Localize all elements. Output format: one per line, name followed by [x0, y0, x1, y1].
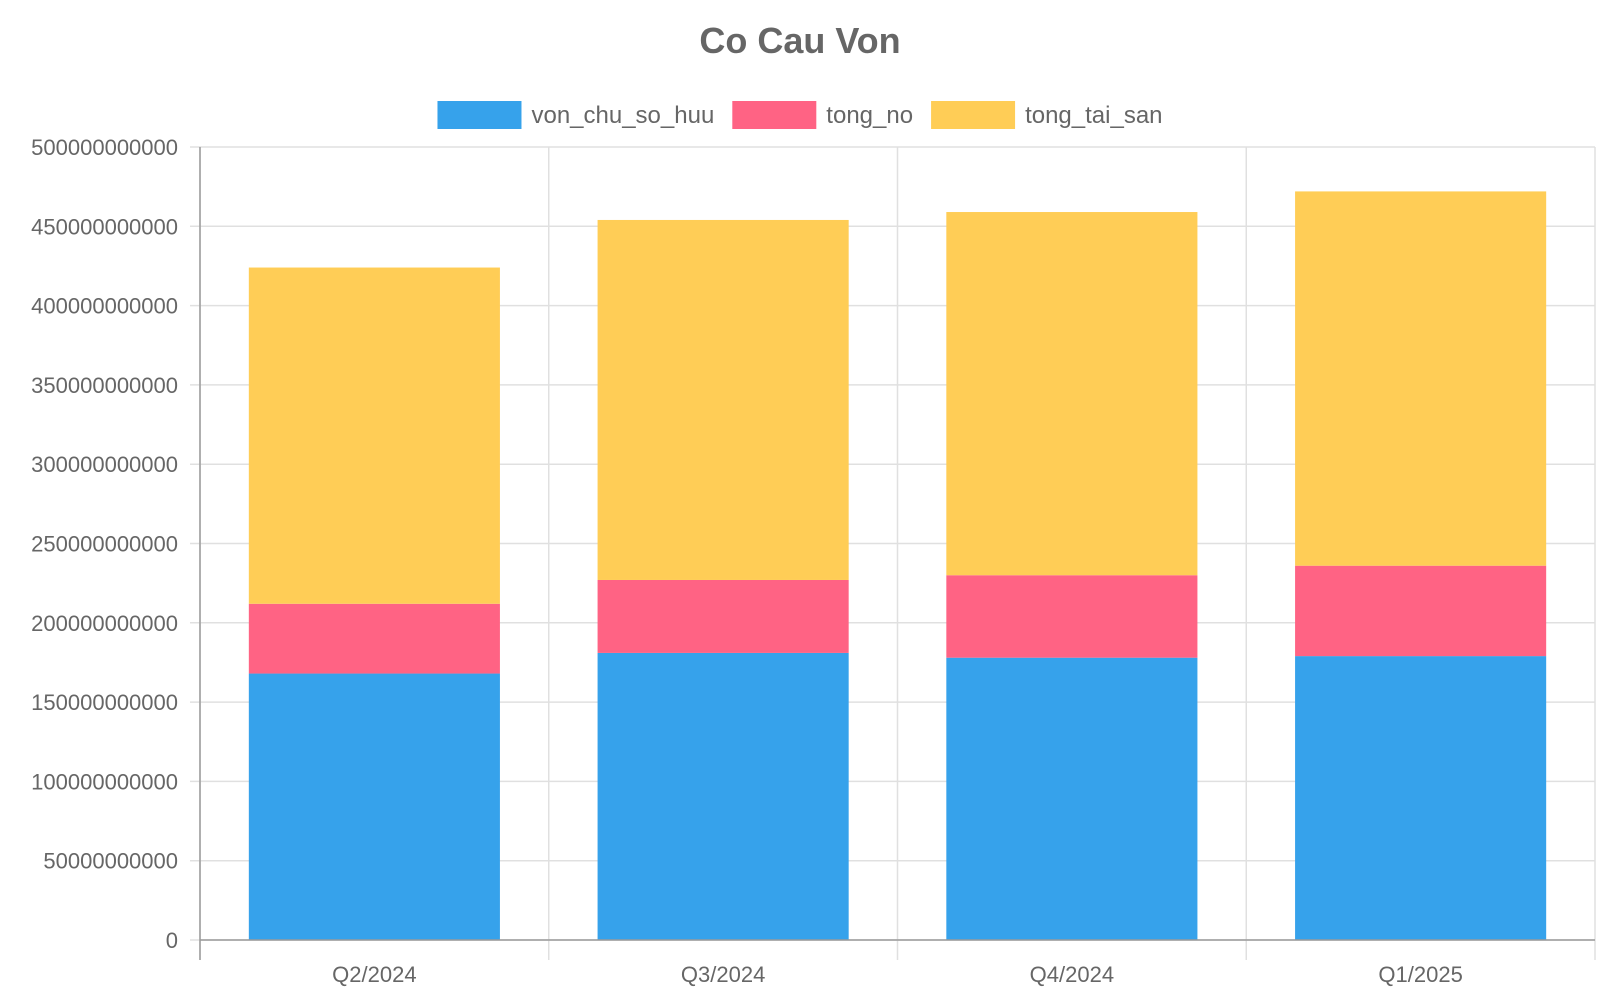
bar-tong_no-Q1-2025[interactable]: [1295, 565, 1547, 657]
bar-tong_tai_san-Q2-2024[interactable]: [248, 267, 500, 604]
x-tick-label: Q1/2025: [1378, 962, 1462, 987]
y-tick-label: 350000000000: [31, 373, 178, 398]
bar-von_chu_so_huu-Q1-2025[interactable]: [1295, 656, 1547, 940]
bar-tong_no-Q3-2024[interactable]: [597, 579, 849, 653]
bar-tong_no-Q2-2024[interactable]: [248, 603, 500, 674]
legend-swatch: [437, 101, 522, 129]
chart-title: Co Cau Von: [699, 20, 900, 61]
y-tick-label: 0: [166, 928, 178, 953]
bar-tong_tai_san-Q4-2024[interactable]: [946, 212, 1198, 576]
bar-von_chu_so_huu-Q4-2024[interactable]: [946, 657, 1198, 940]
x-tick-label: Q3/2024: [681, 962, 765, 987]
y-tick-label: 450000000000: [31, 214, 178, 239]
bar-tong_no-Q4-2024[interactable]: [946, 575, 1198, 658]
bar-tong_tai_san-Q1-2025[interactable]: [1295, 191, 1547, 566]
y-tick-label: 100000000000: [31, 769, 178, 794]
x-tick-label: Q2/2024: [332, 962, 416, 987]
y-tick-label: 500000000000: [31, 135, 178, 160]
y-tick-label: 400000000000: [31, 294, 178, 319]
bar-von_chu_so_huu-Q3-2024[interactable]: [597, 652, 849, 940]
legend-item-tong_tai_san[interactable]: tong_tai_san: [931, 101, 1163, 129]
bar-tong_tai_san-Q3-2024[interactable]: [597, 219, 849, 580]
legend-swatch: [931, 101, 1016, 129]
legend: von_chu_so_huu tong_no tong_tai_san: [437, 101, 1163, 129]
bar-von_chu_so_huu-Q2-2024[interactable]: [248, 673, 500, 940]
y-tick-label: 50000000000: [43, 849, 178, 874]
x-tick-label: Q4/2024: [1030, 962, 1114, 987]
axis-layer: 0 50000000000 100000000000 150000000000 2000…: [31, 135, 1595, 987]
bars-layer: [248, 191, 1547, 940]
legend-item-tong_no[interactable]: tong_no: [732, 101, 913, 129]
y-tick-label: 200000000000: [31, 611, 178, 636]
legend-label: tong_no: [826, 102, 913, 129]
legend-swatch: [732, 101, 817, 129]
y-tick-label: 300000000000: [31, 452, 178, 477]
legend-item-von_chu_so_huu[interactable]: von_chu_so_huu: [437, 101, 714, 129]
legend-label: tong_tai_san: [1025, 102, 1162, 129]
y-tick-label: 150000000000: [31, 690, 178, 715]
y-tick-label: 250000000000: [31, 532, 178, 557]
legend-label: von_chu_so_huu: [531, 102, 714, 129]
